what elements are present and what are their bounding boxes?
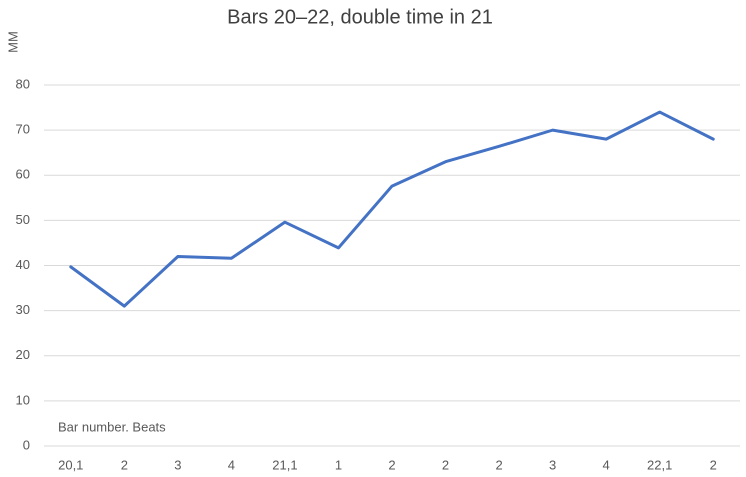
y-tick-label: 0	[23, 437, 30, 452]
x-tick-label: 2	[388, 457, 395, 472]
x-tick-label: 22,1	[647, 457, 672, 472]
x-tick-label: 2	[121, 457, 128, 472]
x-tick-label: 2	[710, 457, 717, 472]
x-tick-label: 20,1	[58, 457, 83, 472]
x-tick-label: 3	[549, 457, 556, 472]
x-tick-label: 2	[442, 457, 449, 472]
y-tick-label: 40	[16, 257, 30, 272]
y-tick-label: 30	[16, 302, 30, 317]
y-tick-label: 60	[16, 167, 30, 182]
y-axis-label: MM	[5, 31, 20, 53]
x-tick-label: 4	[228, 457, 235, 472]
x-tick-label: 21,1	[272, 457, 297, 472]
y-tick-label: 70	[16, 122, 30, 137]
y-tick-label: 20	[16, 347, 30, 362]
annotation: Bar number. Beats	[58, 419, 166, 434]
y-tick-label: 80	[16, 76, 30, 91]
x-tick-label: 2	[495, 457, 502, 472]
chart-title: Bars 20–22, double time in 21	[227, 6, 493, 28]
x-tick-label: 4	[603, 457, 610, 472]
y-tick-label: 50	[16, 212, 30, 227]
data-line	[69, 110, 715, 308]
x-tick-label: 3	[174, 457, 181, 472]
x-tick-label: 1	[335, 457, 342, 472]
y-tick-label: 10	[16, 392, 30, 407]
